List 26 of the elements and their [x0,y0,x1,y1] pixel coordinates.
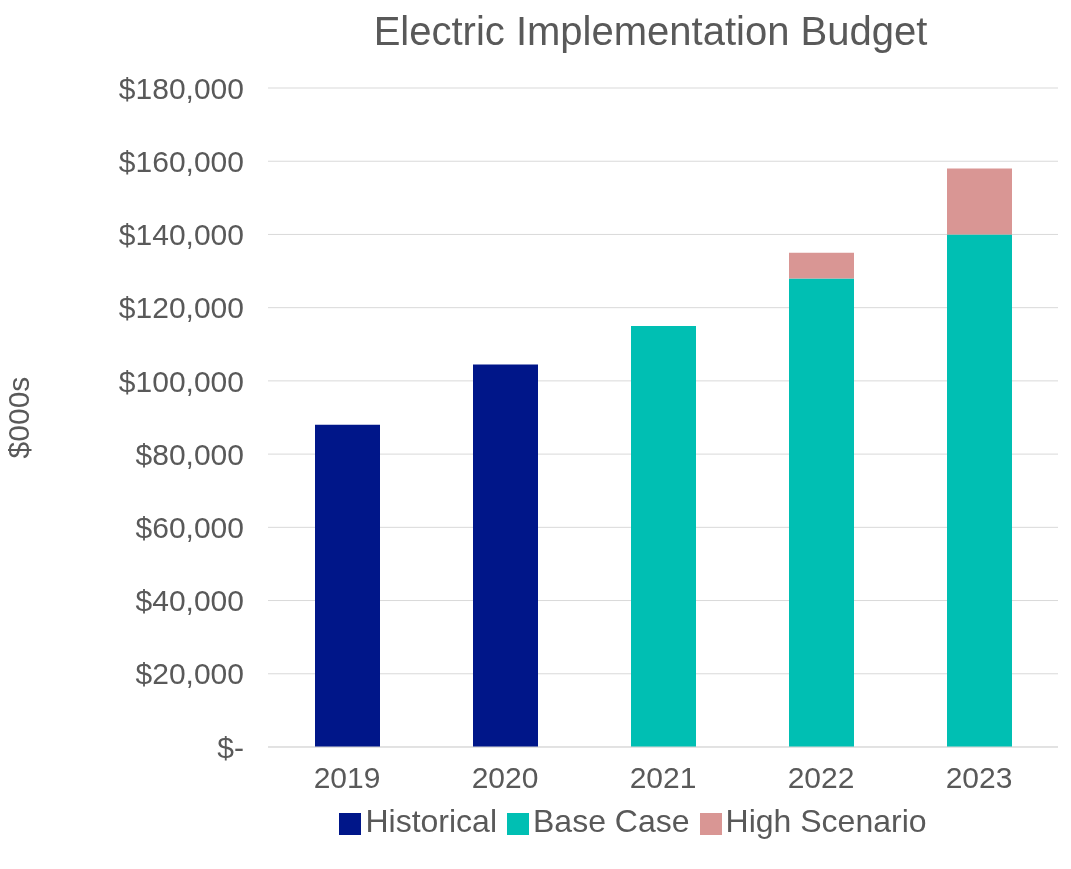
bar [315,424,380,747]
y-tick-label: $40,000 [135,584,244,618]
x-tick-label: 2023 [945,761,1013,795]
bar [473,364,538,747]
bar [947,168,1012,235]
y-tick-label: $20,000 [135,657,244,691]
x-tick-label: 2022 [787,761,855,795]
legend-label: High Scenario [725,803,927,839]
legend-label: Historical [365,803,498,839]
chart-title: Electric Implementation Budget [372,8,929,55]
bar [947,234,1012,747]
y-tick-label: $160,000 [118,144,244,178]
legend-label: Base Case [533,803,690,839]
bar [631,325,696,747]
y-tick-label: $- [217,730,244,764]
y-tick-label: $100,000 [118,364,244,398]
bar [789,278,854,747]
y-tick-label: $140,000 [118,218,244,252]
x-tick-label: 2020 [471,761,539,795]
y-tick-label: $180,000 [118,71,244,105]
y-tick-label: $120,000 [118,291,244,325]
x-tick-label: 2021 [629,761,697,795]
y-tick-label: $60,000 [135,510,244,544]
y-tick-label: $80,000 [135,437,244,471]
x-tick-label: 2019 [313,761,381,795]
bar [789,252,854,279]
